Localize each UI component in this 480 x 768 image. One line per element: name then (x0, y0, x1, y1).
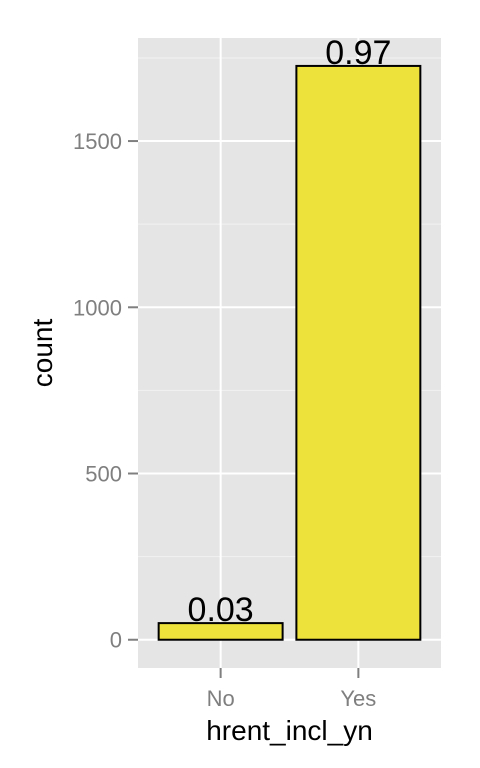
y-tick-label: 1000 (73, 295, 122, 320)
bar-no (157, 622, 284, 641)
bars (157, 64, 422, 641)
x-tick-label: Yes (340, 686, 376, 711)
y-tick-label: 500 (85, 462, 122, 487)
y-tick-label: 1500 (73, 129, 122, 154)
data-label-no: 0.03 (188, 591, 254, 629)
y-tick-label: 0 (110, 628, 122, 653)
x-axis-title: hrent_incl_yn (206, 715, 373, 746)
y-axis-title: count (27, 319, 58, 388)
data-labels: 0.03 0.97 (188, 34, 392, 629)
data-label-yes: 0.97 (325, 34, 391, 72)
bar-yes (295, 64, 422, 641)
y-axis: 0 500 1000 1500 (73, 129, 138, 653)
x-tick-label: No (207, 686, 235, 711)
x-axis: No Yes (207, 668, 376, 711)
